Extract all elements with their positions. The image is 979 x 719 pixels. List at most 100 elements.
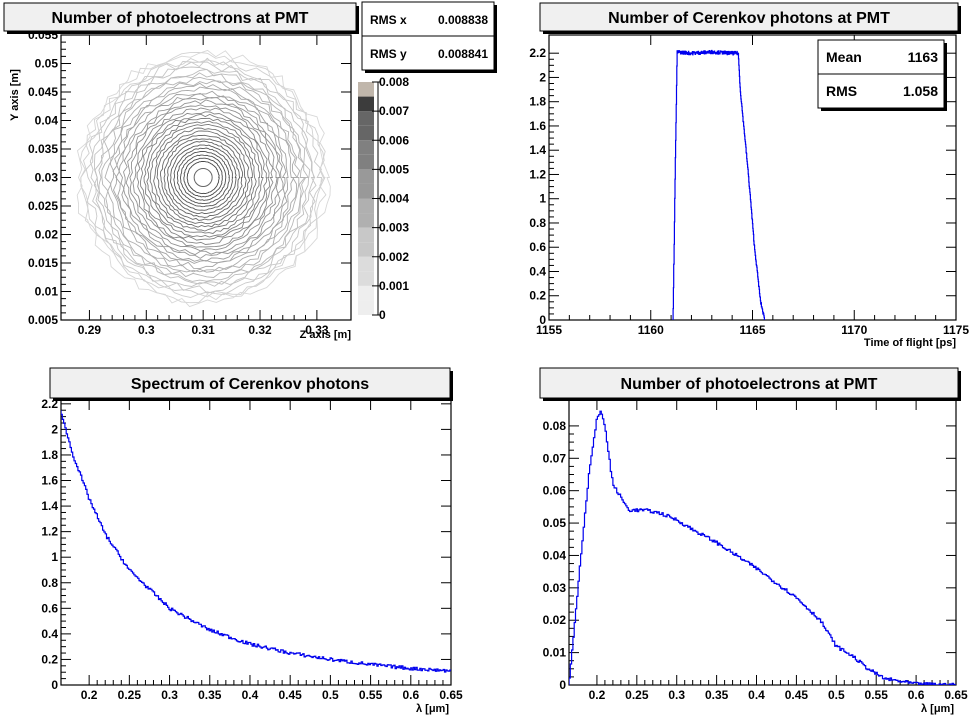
contour-line [153,127,253,228]
y-tick-label-1-5: 1 [539,192,546,206]
y-tick-label-2-7: 1.4 [41,499,58,513]
x-axis-label-2: λ [μm] [416,703,449,715]
x-tick-label-3-8: 0.6 [908,688,925,702]
y-tick-label-1-1: 0.2 [529,289,546,303]
stats-value-0-0: 0.008838 [438,13,488,27]
y-tick-label-0-9: 0.05 [35,57,59,71]
stats-label-0-1: RMS y [370,47,407,61]
y-tick-label-1-9: 1.8 [529,95,546,109]
x-tick-label-0-1: 0.3 [138,323,155,337]
y-tick-label-3-2: 0.02 [543,613,567,627]
contour-line [79,51,327,304]
colorbar-band [358,96,374,112]
x-tick-label-0-0: 0.29 [78,323,102,337]
contour-line [129,104,278,252]
colorbar-band [358,111,374,126]
x-tick-label-3-7: 0.55 [865,688,889,702]
x-axis-label-0: Z axis [m] [300,329,352,341]
colorbar-label-6: 0.006 [379,133,409,147]
colorbar-label-8: 0.008 [379,75,409,89]
colorbar-label-0: 0 [379,308,386,322]
colorbar-label-2: 0.002 [379,250,409,264]
x-tick-label-0-3: 0.32 [248,323,272,337]
colorbar-label-7: 0.007 [379,104,409,118]
x-tick-label-1-4: 1175 [943,323,969,337]
x-tick-label-2-3: 0.35 [198,688,222,702]
data-series-line-3 [569,410,956,685]
colorbar-band [358,82,374,97]
x-tick-label-2-6: 0.5 [322,688,339,702]
x-axis-label-1: Time of flight [ps] [864,337,956,349]
colorbar-band [358,256,374,272]
y-tick-label-0-1: 0.01 [35,285,59,299]
contour-group [76,49,331,308]
contour-line [183,157,223,198]
stats-label-1-1: RMS [826,83,857,99]
y-tick-label-3-1: 0.01 [543,646,567,660]
y-tick-label-1-0: 0 [539,313,546,327]
x-axis-label-3: λ [μm] [921,703,954,715]
y-tick-label-0-2: 0.015 [28,256,58,270]
contour-line [146,120,261,234]
contour-line [89,61,317,294]
colorbar-band [358,242,374,257]
y-tick-label-0-3: 0.02 [35,228,59,242]
colorbar-band [358,154,374,170]
contour-line [132,107,274,248]
colorbar-band [358,183,374,199]
x-tick-label-3-1: 0.25 [625,688,649,702]
stats-label-0-0: RMS x [370,13,407,27]
contour-line [104,80,301,273]
title-box-3 [539,367,959,399]
y-tick-label-0-4: 0.025 [28,199,58,213]
contour-line [170,144,237,211]
y-tick-label-2-0: 0 [51,678,58,692]
x-tick-label-1-1: 1160 [638,323,664,337]
contour-line [123,96,284,259]
x-tick-label-3-2: 0.3 [668,688,685,702]
y-tick-label-1-2: 0.4 [529,264,546,278]
data-series-line-2 [61,410,451,673]
y-tick-label-0-5: 0.03 [35,171,59,185]
x-tick-label-3-0: 0.2 [589,688,606,702]
x-tick-label-1-2: 1165 [739,323,765,337]
contour-line [156,130,251,225]
contour-line [179,154,227,201]
x-tick-label-3-4: 0.4 [748,688,765,702]
y-tick-label-0-7: 0.04 [35,114,59,128]
contour-line [139,113,267,241]
plot-frame-2 [60,399,452,686]
x-tick-label-0-2: 0.31 [191,323,215,337]
y-tick-label-2-8: 1.6 [41,474,58,488]
x-tick-label-1-3: 1170 [841,323,867,337]
contour-line [93,66,316,287]
stats-value-1-1: 1.058 [903,83,938,99]
stats-value-0-1: 0.008841 [438,47,488,61]
x-tick-label-1-0: 1155 [536,323,562,337]
y-tick-label-3-7: 0.07 [543,451,567,465]
x-tick-label-2-1: 0.25 [118,688,142,702]
y-tick-label-0-0: 0.005 [28,313,58,327]
x-tick-label-3-6: 0.5 [828,688,845,702]
title-box-1 [539,2,959,32]
chart-title-2: Spectrum of Cerenkov photons [131,376,369,393]
colorbar-band [358,285,374,301]
contour-line [115,90,289,264]
y-tick-label-2-4: 0.8 [41,576,58,590]
colorbar-band [358,125,374,141]
y-tick-label-2-5: 1 [51,550,58,564]
title-box-0 [3,2,357,32]
y-tick-label-2-3: 0.6 [41,601,58,615]
x-tick-label-2-0: 0.2 [81,688,98,702]
y-tick-label-1-4: 0.8 [529,216,546,230]
colorbar-band [358,213,374,228]
contour-line [85,57,322,296]
y-tick-label-3-4: 0.04 [543,548,567,562]
contour-line [186,161,220,195]
chart-title-3: Number of photoelectrons at PMT [621,376,878,393]
y-tick-label-1-6: 1.2 [529,167,546,181]
y-tick-label-3-0: 0 [559,678,566,692]
colorbar-band [358,140,374,155]
y-tick-label-0-6: 0.035 [28,142,58,156]
